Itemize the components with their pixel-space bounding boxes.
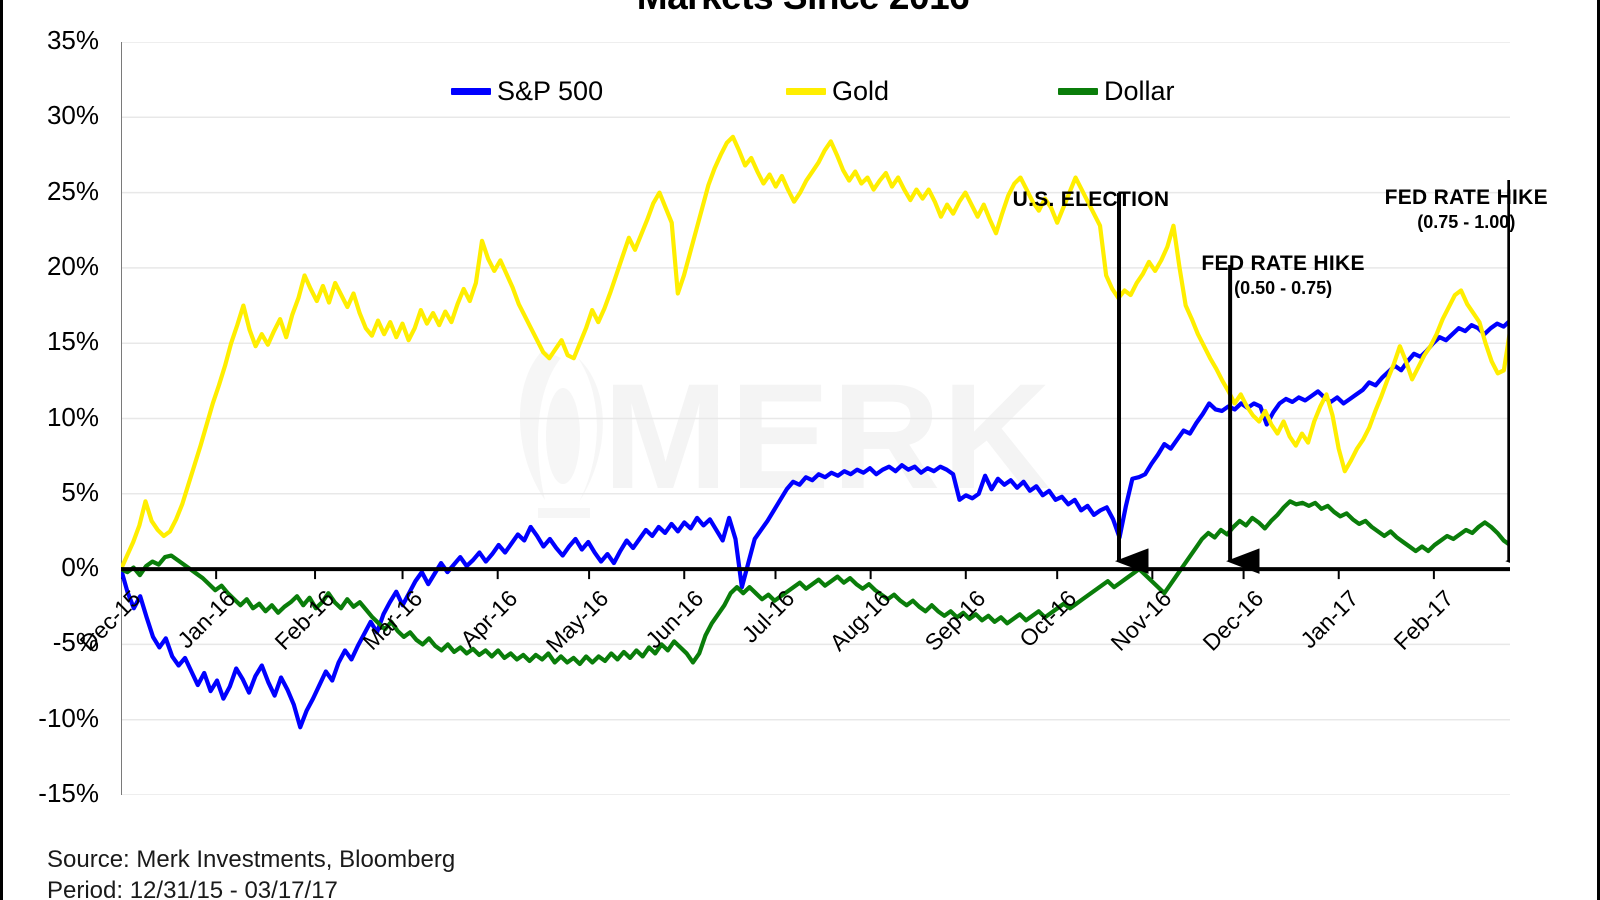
series-line <box>121 318 1510 730</box>
legend-item-gold[interactable]: Gold <box>786 76 889 107</box>
legend-swatch-icon <box>786 88 826 95</box>
series-lines <box>121 134 1510 730</box>
legend-swatch-icon <box>451 88 491 95</box>
annotation-arrows <box>1114 180 1510 574</box>
legend-item-dollar[interactable]: Dollar <box>1058 76 1175 107</box>
annotation-label: FED RATE HIKE (0.50 - 0.75) <box>1153 252 1413 299</box>
series-line <box>121 499 1510 667</box>
y-axis-tick-label: 5% <box>61 476 99 507</box>
y-axis-tick-label: 25% <box>46 175 99 206</box>
y-axis-tick-label: -5% <box>52 627 99 658</box>
y-axis-tick-label: -10% <box>38 702 99 733</box>
y-axis-tick-label: 10% <box>46 401 99 432</box>
source-line-2: Period: 12/31/15 - 03/17/17 <box>47 876 338 900</box>
annotation-title: FED RATE HIKE <box>1384 186 1548 209</box>
y-axis-tick-label: 0% <box>61 552 99 583</box>
annotation-label: FED RATE HIKE (0.75 - 1.00) <box>1336 186 1596 233</box>
gridlines <box>121 42 1510 795</box>
annotation-title: FED RATE HIKE <box>1201 252 1365 275</box>
series-line <box>121 134 1510 572</box>
plot-area <box>121 42 1510 795</box>
annotation-subtitle: (0.75 - 1.00) <box>1417 212 1516 232</box>
annotation-label: U.S. ELECTION <box>961 188 1221 212</box>
y-axis-tick-label: 30% <box>46 100 99 131</box>
y-axis-tick-label: 15% <box>46 326 99 357</box>
source-note: Source: Merk Investments, Bloomberg Peri… <box>47 845 455 900</box>
y-axis-tick-label: -15% <box>38 778 99 808</box>
source-line-1: Source: Merk Investments, Bloomberg <box>47 846 456 873</box>
annotation-subtitle: (0.50 - 0.75) <box>1234 278 1333 298</box>
y-axis-tick-label: 20% <box>46 250 99 281</box>
legend-item-s-p-500[interactable]: S&P 500 <box>451 76 603 107</box>
chart-svg <box>121 42 1510 795</box>
legend-label: Gold <box>832 76 890 106</box>
y-axis-tick-label: 35% <box>46 25 99 55</box>
legend-label: S&P 500 <box>497 76 604 106</box>
legend-label: Dollar <box>1104 76 1175 106</box>
legend-swatch-icon <box>1058 88 1098 95</box>
page-title: Markets Since 2016 <box>3 0 1600 18</box>
annotation-title: U.S. ELECTION <box>1012 188 1170 211</box>
